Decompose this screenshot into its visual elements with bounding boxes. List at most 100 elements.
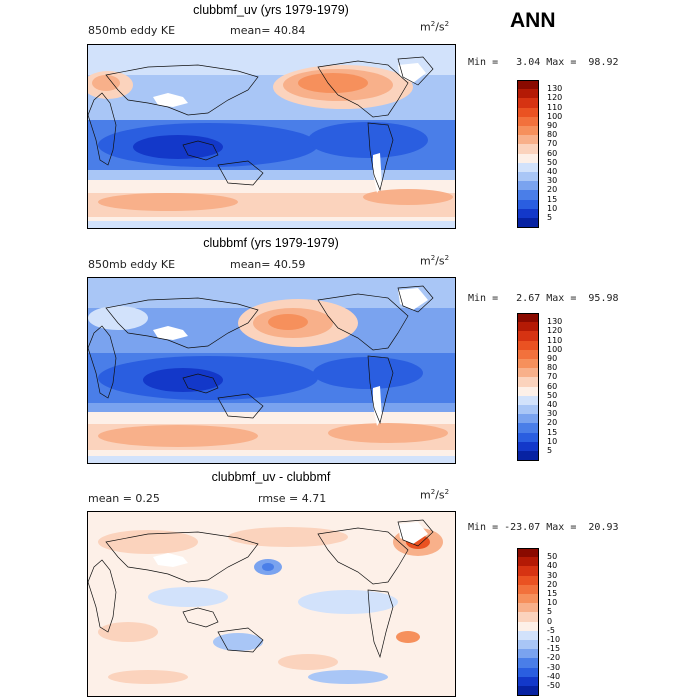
colorbar-label: 100 <box>547 344 563 354</box>
panel-2-left-label: 850mb eddy KE <box>88 258 176 271</box>
colorbar-label: 80 <box>547 363 558 373</box>
colorbar-swatch <box>517 640 539 650</box>
colorbar-label: -20 <box>547 653 561 663</box>
colorbar-swatch <box>517 80 539 90</box>
colorbar-label: 15 <box>547 194 558 204</box>
colorbar-label: 110 <box>547 335 563 345</box>
colorbar-label: 80 <box>547 130 558 140</box>
colorbar-swatch <box>517 667 539 678</box>
colorbar-swatch <box>517 686 539 696</box>
colorbar-swatch <box>517 386 539 397</box>
colorbar-swatch <box>517 575 539 586</box>
colorbar-label: 20 <box>547 418 558 428</box>
panel-3-map <box>87 511 456 697</box>
colorbar-swatch <box>517 630 539 641</box>
colorbar-swatch <box>517 676 539 687</box>
panel-1-map <box>87 44 456 229</box>
colorbar-label: 50 <box>547 157 558 167</box>
colorbar-label: 110 <box>547 102 563 112</box>
panel-2-colorbar: 130 120 110 100 90 80 70 60 50 40 30 20 15 10 5 <box>517 313 577 463</box>
colorbar-swatch <box>517 359 539 369</box>
colorbar-swatch <box>517 199 539 210</box>
colorbar-swatch <box>517 89 539 99</box>
colorbar-label: 15 <box>547 589 558 598</box>
colorbar-label: 120 <box>547 326 563 336</box>
colorbar-swatch <box>517 144 539 155</box>
colorbar-swatch <box>517 423 539 434</box>
colorbar-label: 100 <box>547 111 563 121</box>
colorbar-label: 30 <box>547 409 558 419</box>
colorbar-label: 0 <box>547 616 553 626</box>
colorbar-label: 20 <box>547 185 558 195</box>
colorbar-label: 90 <box>547 121 558 130</box>
colorbar-label: 20 <box>547 579 558 589</box>
colorbar-swatch <box>517 153 539 164</box>
colorbar-swatch <box>517 218 539 228</box>
colorbar-swatch <box>517 649 539 659</box>
season-label: ANN <box>510 9 556 32</box>
colorbar-swatch <box>517 658 539 669</box>
panel-3-units: m2/s2 <box>420 488 450 502</box>
colorbar-label: 120 <box>547 93 563 103</box>
colorbar-label: 10 <box>547 436 558 446</box>
colorbar-swatch <box>517 126 539 136</box>
colorbar-label: 5 <box>547 446 553 455</box>
panel-2-title: clubbmf (yrs 1979-1979) <box>203 236 339 250</box>
colorbar-label: 40 <box>547 561 558 571</box>
colorbar-label: 70 <box>547 139 558 149</box>
panel-1-minmax: Min = 3.04 Max = 98.92 <box>468 57 619 68</box>
colorbar-label: 10 <box>547 203 558 213</box>
panel-2-map <box>87 277 456 464</box>
colorbar-swatch <box>517 414 539 424</box>
colorbar-label: 40 <box>547 400 558 409</box>
colorbar-label: 5 <box>547 213 553 222</box>
colorbar-label: 130 <box>547 84 563 94</box>
colorbar-label: 5 <box>547 607 553 617</box>
colorbar-label: 130 <box>547 317 563 327</box>
colorbar-label: 50 <box>547 390 558 400</box>
panel-1-mean-label: mean= 40.84 <box>230 24 306 37</box>
colorbar-swatch <box>517 584 539 595</box>
colorbar-label: 10 <box>547 598 558 608</box>
colorbar-label: 90 <box>547 354 558 363</box>
colorbar-swatch <box>517 322 539 332</box>
panel-1-title: clubbmf_uv (yrs 1979-1979) <box>193 3 349 17</box>
colorbar-label: 15 <box>547 427 558 437</box>
colorbar-label: -40 <box>547 671 561 681</box>
colorbar-label: 30 <box>547 176 558 186</box>
colorbar-swatch <box>517 331 539 342</box>
colorbar-swatch <box>517 162 539 173</box>
colorbar-swatch <box>517 172 539 182</box>
panel-3-title: clubbmf_uv - clubbmf <box>211 470 331 484</box>
colorbar-swatch <box>517 313 539 323</box>
panel-2-minmax: Min = 2.67 Max = 95.98 <box>468 293 619 304</box>
colorbar-label: -30 <box>547 662 561 672</box>
colorbar-swatch <box>517 548 539 558</box>
panel-1-left-label: 850mb eddy KE <box>88 24 176 37</box>
colorbar-label: -10 <box>547 635 561 644</box>
colorbar-swatch <box>517 107 539 118</box>
colorbar-swatch <box>517 135 539 145</box>
colorbar-swatch <box>517 451 539 461</box>
colorbar-label: -50 <box>547 681 561 690</box>
colorbar-label: 40 <box>547 167 558 176</box>
colorbar-label: -5 <box>547 625 555 635</box>
colorbar-swatch <box>517 395 539 406</box>
colorbar-label: 60 <box>547 148 558 158</box>
colorbar-label: -15 <box>547 644 561 654</box>
colorbar-swatch <box>517 368 539 378</box>
panel-3-minmax: Min = -23.07 Max = 20.93 <box>468 522 619 533</box>
colorbar-swatch <box>517 603 539 613</box>
colorbar-label: 50 <box>547 552 558 562</box>
panel-3-colorbar: 50 40 30 20 15 10 5 0 -5 -10 -15 -20 -30 -40 -50 <box>517 548 577 698</box>
colorbar-swatch <box>517 557 539 567</box>
colorbar-swatch <box>517 612 539 623</box>
colorbar-swatch <box>517 116 539 127</box>
panel-1-colorbar: 130 120 110 100 90 80 70 60 50 40 30 20 15 10 5 <box>517 80 577 230</box>
colorbar-label: 60 <box>547 381 558 391</box>
colorbar-swatch <box>517 441 539 452</box>
colorbar-swatch <box>517 340 539 351</box>
colorbar-swatch <box>517 190 539 201</box>
colorbar-swatch <box>517 98 539 109</box>
colorbar-swatch <box>517 349 539 360</box>
